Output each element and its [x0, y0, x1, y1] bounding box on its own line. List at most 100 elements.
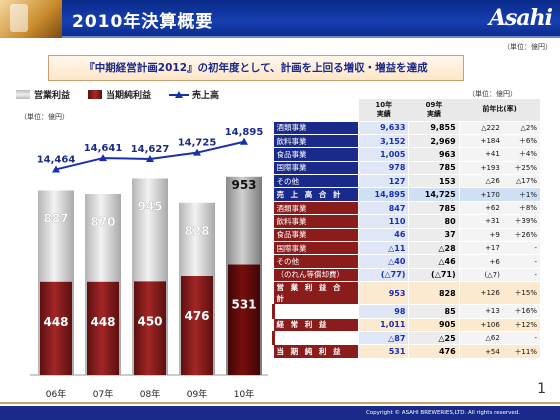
op-row-0-label: 酒類事業	[273, 201, 359, 216]
category-label-2: 08年	[140, 388, 160, 400]
extraordinary-row: 特別損益 △87 △25 △62-	[271, 331, 540, 346]
chart-unit-label: （単位：億円）	[20, 113, 69, 121]
footer-divider	[0, 402, 560, 404]
op-row-3: 国際事業 △11 △28 +17-	[273, 241, 540, 256]
sales-row-1-rate: ＋6%	[502, 134, 540, 149]
sales-row-2-2010: 1,005	[358, 147, 409, 162]
operating-value-4: 953	[231, 178, 256, 192]
category-label-3: 09年	[187, 388, 207, 400]
op-row-2-rate: ＋26%	[502, 228, 540, 243]
op-row-5-2009: (△71)	[408, 268, 460, 283]
sales-row-4-diff: △26	[458, 174, 503, 189]
op-total-row-2010: 953	[358, 281, 409, 306]
op-row-2-diff: +9	[458, 228, 503, 243]
op-row-1-2010: 110	[358, 214, 409, 229]
net-income-row-label: 当 期 純 利 益	[273, 344, 359, 359]
net-income-row-2009: 476	[408, 344, 460, 359]
sales-value-1: 14,641	[84, 143, 123, 154]
sales-total-row: 売 上 高 合 計 14,895 14,725 +170 ＋1%	[273, 187, 540, 202]
table-unit-label: （単位：億円）	[468, 90, 517, 98]
sales-row-2-rate: ＋4%	[502, 147, 540, 162]
op-row-2: 食品事業 46 37 +9 ＋26%	[273, 228, 540, 243]
op-row-3-label: 国際事業	[273, 241, 359, 256]
sales-total-row-diff: +170	[458, 187, 503, 202]
sales-row-4-2010: 127	[358, 174, 409, 189]
op-row-0: 酒類事業 847 785 +62 ＋8%	[273, 201, 540, 216]
op-row-2-label: 食品事業	[273, 228, 359, 243]
legend-net: 当期純利益	[88, 88, 151, 101]
op-row-0-rate: ＋8%	[502, 201, 540, 216]
results-table: 10年 実績 09年 実績 前年比(率) 酒類事業 9,633 9,855 △222 △2% 飲…	[271, 99, 540, 359]
op-row-4-2010: △40	[358, 254, 409, 269]
op-total-row-label: 営 業 利 益 合 計	[273, 281, 359, 306]
op-row-1-diff: +31	[458, 214, 503, 229]
chart-legend: 営業利益 当期純利益 売上高	[16, 88, 237, 101]
net-bar-4	[228, 264, 260, 375]
header-2010: 10年 実績	[358, 99, 409, 122]
op-row-3-2009: △28	[408, 241, 460, 256]
beer-glass-image	[0, 0, 62, 38]
ordinary-income-row-label: 経 常 利 益	[273, 318, 359, 332]
sales-row-3-diff: +193	[458, 161, 503, 176]
op-row-5-2010: (△77)	[358, 268, 409, 283]
equity-method-row-label: 持分法損益	[271, 304, 359, 319]
op-row-3-diff: +17	[458, 241, 503, 256]
net-income-row: 当 期 純 利 益 531 476 +54 ＋11%	[273, 344, 540, 359]
net-bar-3	[181, 275, 213, 375]
header-2009: 09年 実績	[408, 99, 460, 122]
operating-value-2: 945	[137, 199, 162, 213]
sales-row-4-rate: △17%	[502, 174, 540, 189]
sales-row-0: 酒類事業 9,633 9,855 △222 △2%	[273, 121, 540, 135]
op-row-3-rate: -	[502, 241, 540, 256]
sales-row-0-rate: △2%	[502, 121, 540, 135]
legend-operating: 営業利益	[16, 88, 70, 101]
legend-sales: 売上高	[169, 88, 219, 101]
equity-method-row-rate: ＋16%	[502, 304, 540, 319]
op-row-5-label: （のれん等償却費）	[273, 268, 359, 283]
op-row-5-rate: -	[502, 268, 540, 283]
copyright-footer: Copyright © ASAHI BREWERIES,LTD. All rig…	[0, 406, 560, 420]
legend-operating-swatch	[16, 90, 30, 99]
extraordinary-row-label: 特別損益	[271, 331, 359, 346]
sales-row-4-2009: 153	[408, 174, 460, 189]
sales-row-1-diff: +184	[458, 134, 503, 149]
sales-row-2-2009: 963	[408, 147, 460, 162]
sales-point-2	[146, 154, 154, 162]
equity-method-row-2009: 85	[408, 304, 460, 319]
page-number: 1	[537, 381, 546, 397]
ordinary-income-row-2009: 905	[408, 318, 460, 332]
net-income-row-diff: +54	[458, 344, 503, 359]
net-value-2: 450	[137, 314, 162, 328]
sales-total-row-rate: ＋1%	[502, 187, 540, 202]
op-total-row-diff: +126	[458, 281, 503, 306]
op-row-4-diff: +6	[458, 254, 503, 269]
sales-point-3	[193, 148, 201, 156]
sales-row-1: 飲料事業 3,152 2,969 +184 ＋6%	[273, 134, 540, 149]
op-row-1: 飲料事業 110 80 +31 ＋39%	[273, 214, 540, 229]
sales-row-4-label: その他	[273, 174, 359, 189]
category-label-0: 06年	[46, 388, 66, 400]
net-value-0: 448	[43, 315, 68, 329]
op-row-0-2010: 847	[358, 201, 409, 216]
sales-value-2: 14,627	[131, 144, 170, 155]
operating-value-3: 828	[184, 224, 209, 238]
sales-row-0-2010: 9,633	[358, 121, 409, 135]
op-row-4-label: その他	[273, 254, 359, 269]
sales-value-4: 14,895	[225, 127, 264, 138]
op-row-2-2010: 46	[358, 228, 409, 243]
op-row-5: （のれん等償却費） (△77) (△71) (△7) -	[273, 268, 540, 283]
op-row-5-diff: (△7)	[458, 268, 503, 283]
extraordinary-row-diff: △62	[458, 331, 503, 346]
op-row-1-rate: ＋39%	[502, 214, 540, 229]
sales-row-1-label: 飲料事業	[273, 134, 359, 149]
equity-method-row: 持分法損益 98 85 +13 ＋16%	[271, 304, 540, 319]
ordinary-income-row-rate: ＋12%	[502, 318, 540, 332]
op-row-4-rate: -	[502, 254, 540, 269]
header-bar: 2010年決算概要 Asahi	[0, 0, 560, 38]
ordinary-income-row-2010: 1,011	[358, 318, 409, 332]
sales-row-0-label: 酒類事業	[273, 121, 359, 135]
sales-row-0-diff: △222	[458, 121, 503, 135]
sales-value-3: 14,725	[178, 138, 217, 149]
net-value-1: 448	[90, 315, 115, 329]
extraordinary-row-2009: △25	[408, 331, 460, 346]
